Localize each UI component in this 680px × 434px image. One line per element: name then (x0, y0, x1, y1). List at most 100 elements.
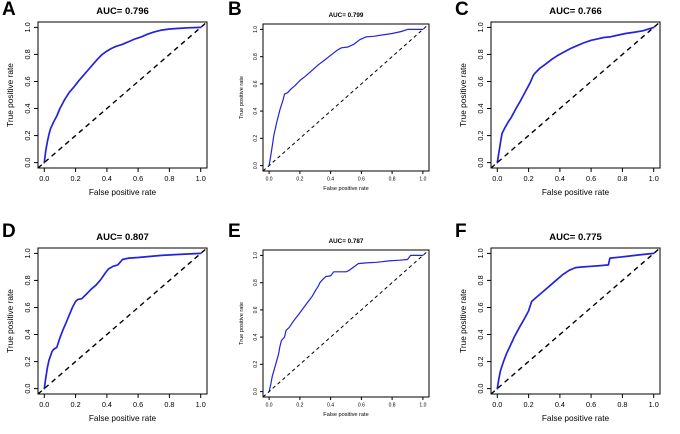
svg-text:0.6: 0.6 (476, 302, 485, 312)
panel-letter-f: F (455, 221, 467, 242)
svg-text:1.0: 1.0 (649, 400, 659, 409)
svg-text:0.4: 0.4 (23, 329, 32, 339)
panel-letter-b: B (228, 0, 242, 20)
roc-chart-f: AUC= 0.775 0.0 0.2 0.4 0.6 0.8 1.0 0.0 0.2 0.4 0.6… (458, 232, 661, 423)
svg-text:0.2: 0.2 (476, 357, 485, 367)
svg-text:False positive rate: False positive rate (542, 187, 610, 197)
svg-text:0.4: 0.4 (476, 329, 485, 339)
svg-text:0.6: 0.6 (133, 400, 143, 409)
svg-text:0.2: 0.2 (524, 400, 534, 409)
svg-text:True positive rate: True positive rate (239, 76, 245, 119)
svg-text:0.0: 0.0 (23, 384, 32, 394)
svg-text:0.2: 0.2 (524, 174, 534, 183)
panel-d: D AUC= 0.807 0.0 0.2 0.4 0.6 0.8 1.0 0.0 0.2 0.4 0… (0, 210, 226, 434)
svg-text:0.8: 0.8 (164, 400, 174, 409)
roc-chart-c: AUC= 0.766 0.0 0.2 0.4 0.6 0.8 1.0 0.0 0.2 0.4 0.6… (458, 6, 661, 197)
svg-text:0.4: 0.4 (327, 177, 334, 183)
panel-f: F AUC= 0.775 0.0 0.2 0.4 0.6 0.8 1.0 0.0 0.2 0.4 0… (453, 210, 680, 434)
panel-c: C AUC= 0.766 0.0 0.2 0.4 0.6 0.8 1.0 0.0 0.2 0.4 0… (453, 0, 680, 210)
svg-text:0.4: 0.4 (555, 400, 565, 409)
svg-text:0.8: 0.8 (476, 275, 485, 285)
svg-text:0.6: 0.6 (133, 174, 143, 183)
svg-text:0.4: 0.4 (476, 103, 485, 113)
panel-letter-a: A (2, 0, 16, 20)
svg-text:False positive rate: False positive rate (323, 412, 368, 418)
svg-text:0.8: 0.8 (253, 279, 259, 286)
svg-text:0.6: 0.6 (253, 306, 259, 313)
svg-text:AUC= 0.775: AUC= 0.775 (549, 232, 602, 243)
svg-text:0.4: 0.4 (327, 403, 334, 409)
svg-text:0.4: 0.4 (23, 103, 32, 113)
svg-text:False positive rate: False positive rate (89, 413, 157, 423)
svg-text:0.0: 0.0 (39, 174, 49, 183)
svg-text:0.2: 0.2 (253, 361, 259, 368)
svg-text:0.0: 0.0 (476, 384, 485, 394)
svg-text:False positive rate: False positive rate (542, 413, 610, 423)
svg-text:0.6: 0.6 (358, 177, 365, 183)
panel-letter-d: D (2, 221, 16, 242)
svg-text:AUC= 0.807: AUC= 0.807 (96, 232, 149, 243)
svg-text:AUC= 0.766: AUC= 0.766 (549, 6, 602, 17)
panel-b: B AUC= 0.799 0.0 0.2 0.4 0.6 0.8 1.0 0.0 0.2 0.4 0… (226, 0, 453, 210)
svg-text:0.4: 0.4 (555, 174, 565, 183)
panel-letter-e: E (228, 221, 241, 242)
svg-text:0.8: 0.8 (389, 403, 396, 409)
panel-letter-c: C (455, 0, 469, 20)
svg-text:1.0: 1.0 (253, 252, 259, 259)
panel-e: E AUC= 0.787 0.0 0.2 0.4 0.6 0.8 1.0 0.0 0.2 0.4 0… (226, 210, 453, 434)
svg-text:1.0: 1.0 (476, 248, 485, 258)
svg-text:1.0: 1.0 (419, 177, 426, 183)
svg-text:0.2: 0.2 (296, 177, 303, 183)
svg-text:0.0: 0.0 (492, 400, 502, 409)
svg-text:0.0: 0.0 (39, 400, 49, 409)
svg-text:0.8: 0.8 (164, 174, 174, 183)
svg-text:False positive rate: False positive rate (323, 186, 368, 192)
svg-text:AUC= 0.796: AUC= 0.796 (96, 6, 149, 17)
svg-text:0.6: 0.6 (358, 403, 365, 409)
svg-text:0.4: 0.4 (253, 333, 259, 340)
svg-text:0.8: 0.8 (23, 49, 32, 59)
roc-chart-a: AUC= 0.796 0.0 0.2 0.4 0.6 0.8 1.0 0.0 0.2 0.4 0.6… (5, 6, 208, 197)
svg-text:0.2: 0.2 (296, 403, 303, 409)
svg-text:1.0: 1.0 (476, 22, 485, 32)
svg-text:0.8: 0.8 (23, 275, 32, 285)
svg-text:0.0: 0.0 (253, 162, 259, 169)
svg-text:0.8: 0.8 (476, 49, 485, 59)
svg-text:0.4: 0.4 (102, 400, 112, 409)
svg-text:0.2: 0.2 (71, 174, 81, 183)
svg-text:0.6: 0.6 (23, 76, 32, 86)
svg-text:0.6: 0.6 (23, 302, 32, 312)
svg-text:0.2: 0.2 (71, 400, 81, 409)
svg-text:True positive rate: True positive rate (458, 289, 468, 353)
svg-text:0.0: 0.0 (476, 158, 485, 168)
svg-text:1.0: 1.0 (419, 403, 426, 409)
panel-a: A AUC= 0.796 0.0 0.2 0.4 0.6 0.8 1.0 0.0 0.2 0.4 0… (0, 0, 226, 210)
svg-text:0.6: 0.6 (586, 400, 596, 409)
svg-text:0.4: 0.4 (102, 174, 112, 183)
svg-text:0.0: 0.0 (23, 158, 32, 168)
svg-text:1.0: 1.0 (23, 22, 32, 32)
svg-text:AUC= 0.787: AUC= 0.787 (329, 238, 364, 245)
svg-text:0.8: 0.8 (617, 174, 627, 183)
svg-text:0.8: 0.8 (253, 53, 259, 60)
svg-text:True positive rate: True positive rate (239, 302, 245, 345)
svg-text:0.6: 0.6 (586, 174, 596, 183)
svg-text:0.0: 0.0 (253, 388, 259, 395)
svg-text:0.6: 0.6 (476, 76, 485, 86)
svg-text:0.2: 0.2 (23, 357, 32, 367)
svg-text:0.0: 0.0 (266, 177, 273, 183)
svg-text:AUC= 0.799: AUC= 0.799 (329, 12, 364, 19)
svg-text:0.0: 0.0 (266, 403, 273, 409)
svg-text:1.0: 1.0 (253, 26, 259, 33)
svg-text:0.0: 0.0 (492, 174, 502, 183)
svg-text:True positive rate: True positive rate (5, 289, 15, 353)
roc-chart-d: AUC= 0.807 0.0 0.2 0.4 0.6 0.8 1.0 0.0 0.2 0.4 0.6… (5, 232, 208, 423)
svg-text:0.2: 0.2 (476, 131, 485, 141)
svg-text:0.6: 0.6 (253, 80, 259, 87)
svg-text:0.2: 0.2 (253, 135, 259, 142)
svg-text:0.8: 0.8 (617, 400, 627, 409)
roc-chart-e: AUC= 0.787 0.0 0.2 0.4 0.6 0.8 1.0 0.0 0.2 0.4 0.6… (239, 238, 430, 418)
svg-text:0.2: 0.2 (23, 131, 32, 141)
svg-text:1.0: 1.0 (649, 174, 659, 183)
